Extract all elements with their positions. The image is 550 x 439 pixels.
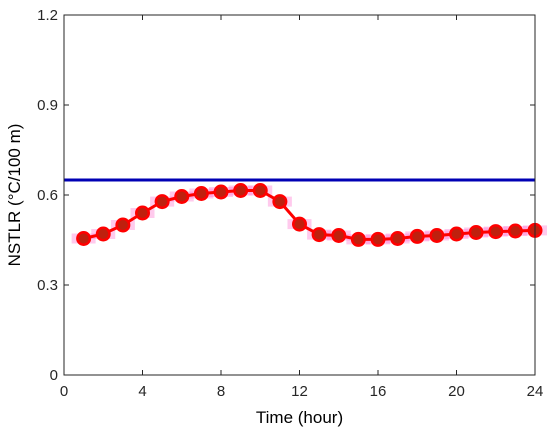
- x-tick-label: 16: [370, 383, 387, 400]
- data-point-core: [274, 196, 285, 207]
- x-tick-label: 20: [448, 383, 465, 400]
- data-markers: [76, 183, 543, 247]
- y-tick-label: 0.3: [37, 277, 58, 294]
- data-point-core: [510, 226, 521, 236]
- x-tick-label: 4: [138, 383, 146, 400]
- x-tick-label: 8: [217, 383, 225, 400]
- y-tick-label: 0.6: [37, 187, 58, 204]
- data-point-core: [216, 187, 226, 197]
- x-tick-label: 12: [291, 383, 308, 400]
- data-point-core: [314, 229, 325, 240]
- y-tick-label: 0: [50, 367, 58, 384]
- data-point-core: [392, 233, 403, 244]
- data-point-core: [176, 191, 187, 202]
- data-point-core: [98, 229, 109, 239]
- data-point-core: [373, 234, 383, 245]
- y-tick-label: 1.2: [37, 7, 58, 24]
- y-tick-label: 0.9: [37, 97, 58, 114]
- data-point-core: [431, 230, 442, 241]
- x-axis-ticks: 0 4 8 12 16 20 24: [60, 15, 544, 400]
- x-axis-label: Time (hour): [256, 408, 343, 427]
- y-axis-ticks: 0 0.3 0.6 0.9 1.2: [37, 7, 535, 384]
- x-tick-label: 24: [527, 383, 544, 400]
- plot-frame: [63, 14, 536, 376]
- data-point-core: [137, 208, 148, 218]
- data-point-core: [157, 196, 168, 207]
- data-point-core: [78, 233, 89, 244]
- data-point-core: [412, 231, 423, 242]
- data-point-core: [255, 185, 266, 196]
- y-axis-label: NSTLR (°C/100 m): [5, 124, 24, 267]
- x-tick-label: 0: [60, 383, 68, 400]
- data-point-core: [471, 227, 482, 238]
- data-point-core: [451, 229, 462, 239]
- data-point-core: [294, 219, 305, 230]
- data-point-core: [117, 220, 128, 230]
- data-point-core: [333, 230, 344, 241]
- data-point-core: [235, 185, 246, 196]
- data-point-core: [196, 188, 207, 199]
- data-point-core: [353, 234, 364, 245]
- data-point-core: [490, 226, 501, 237]
